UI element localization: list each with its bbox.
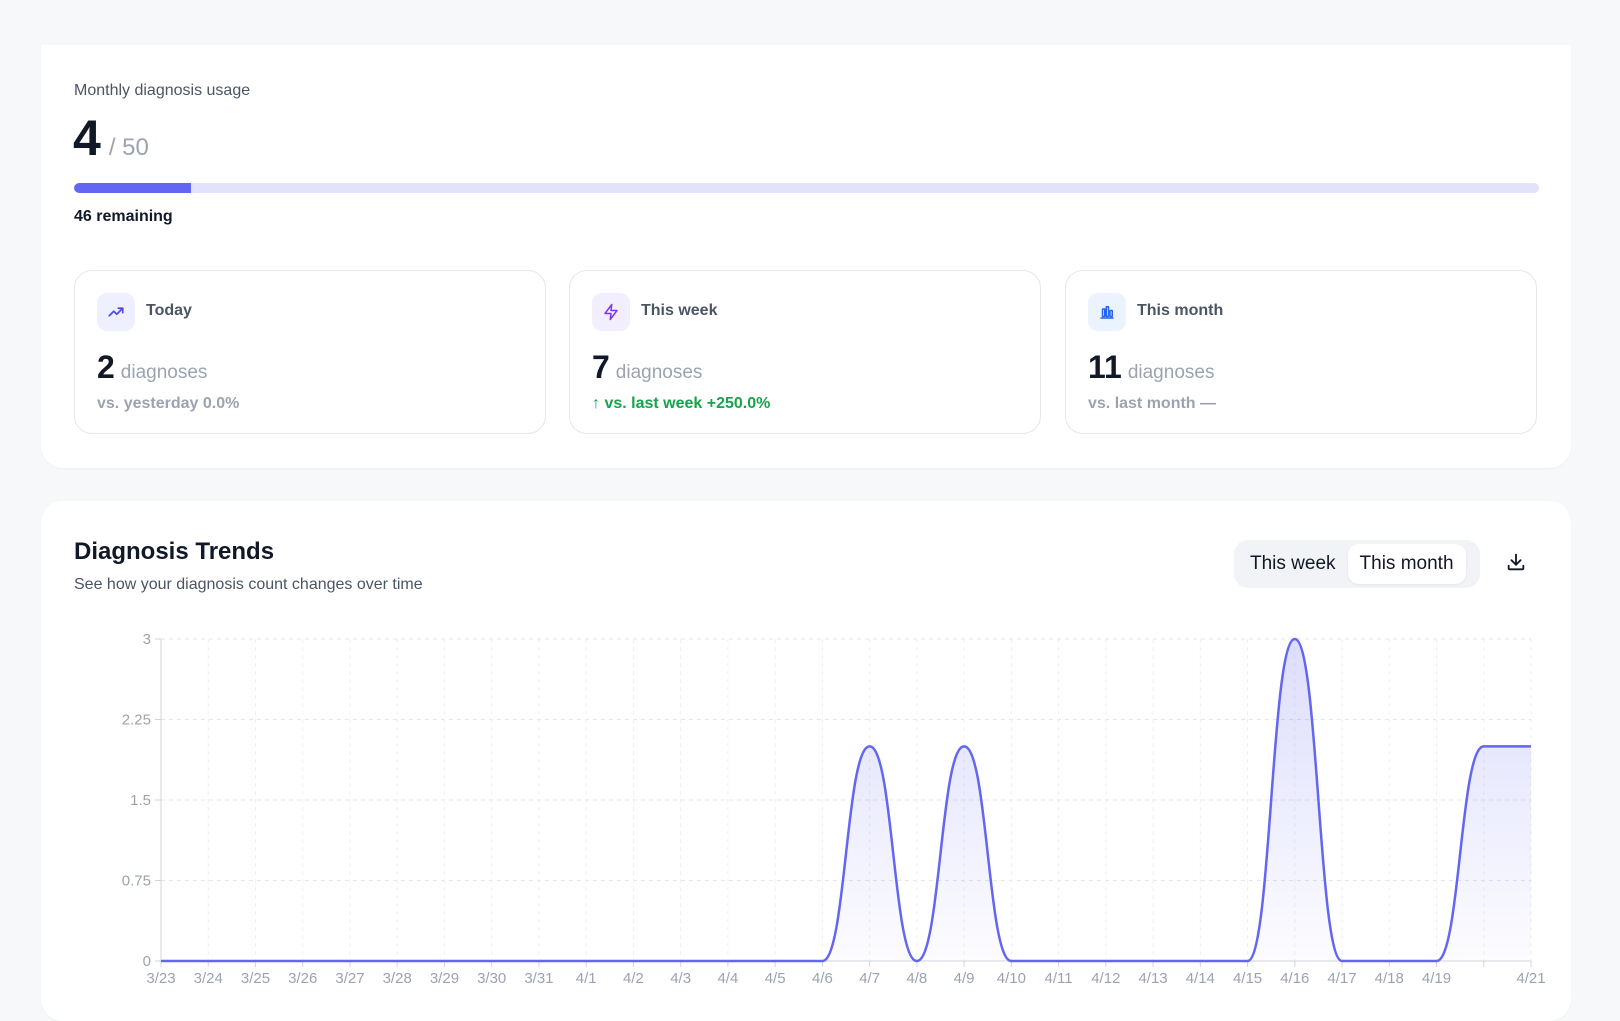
usage-progress-fill [74,183,192,193]
x-tick-label: 3/23 [146,970,175,987]
x-tick-label: 3/26 [288,970,317,987]
stat-unit: diagnoses [1127,362,1215,383]
x-tick-label: 4/9 [954,970,975,987]
x-tick-label: 4/13 [1138,970,1167,987]
usage-card: Monthly diagnosis usage 4 / 50 46 remain… [41,45,1571,468]
usage-used: 4 [73,110,101,166]
stat-number: 2 [97,349,115,385]
y-tick-label: 0.75 [122,873,151,890]
usage-progress-bar [74,183,1539,193]
x-tick-label: 4/3 [670,970,691,987]
download-icon [1505,551,1527,578]
x-tick-label: 4/18 [1375,970,1404,987]
usage-limit: / 50 [108,134,149,161]
x-tick-label: 4/21 [1516,970,1545,987]
stat-card-month: This month 11 diagnoses vs. last month — [1065,270,1537,434]
download-button[interactable] [1499,547,1533,581]
x-tick-label: 3/31 [524,970,553,987]
stat-title: This week [641,302,718,319]
x-tick-label: 4/10 [997,970,1026,987]
series-area [161,639,1531,961]
y-tick-label: 3 [143,631,151,648]
x-tick-label: 3/27 [335,970,364,987]
trends-card: Diagnosis Trends See how your diagnosis … [41,501,1571,1021]
x-tick-label: 3/28 [383,970,412,987]
x-tick-label: 3/30 [477,970,506,987]
trends-subtitle: See how your diagnosis count changes ove… [74,576,423,593]
usage-remaining: 46 remaining [74,208,173,225]
stat-compare: vs. last month — [1088,395,1217,412]
x-tick-label: 4/2 [623,970,644,987]
y-tick-label: 2.25 [122,712,151,729]
stat-number: 7 [592,349,610,385]
stat-compare: vs. yesterday 0.0% [97,395,240,412]
lightning-icon [592,293,630,331]
stat-card-today: Today 2 diagnoses vs. yesterday 0.0% [74,270,546,434]
trend-chart: 0 0.75 1.5 2.25 3 3/23 3/24 3/25 3/26 3/27 3/28 3/2… [122,631,1546,987]
stat-value: 2 diagnoses [97,349,207,386]
x-tick-label: 4/6 [812,970,833,987]
x-tick-label: 4/7 [859,970,880,987]
y-tick-label: 0 [143,953,151,970]
period-toggle: This week This month [1234,540,1480,588]
x-tick-label: 4/15 [1233,970,1262,987]
tab-this-week[interactable]: This week [1250,553,1336,574]
x-tick-label: 3/25 [241,970,270,987]
stat-unit: diagnoses [615,362,703,383]
trends-title: Diagnosis Trends [74,538,275,565]
x-tick-label: 4/12 [1091,970,1120,987]
x-tick-label: 4/19 [1422,970,1451,987]
stat-number: 11 [1088,349,1122,385]
usage-count: 4 / 50 [73,113,149,163]
usage-label: Monthly diagnosis usage [74,82,251,99]
stat-title: This month [1137,302,1224,319]
x-tick-label: 4/4 [717,970,738,987]
x-tick-label: 4/5 [765,970,786,987]
x-tick-label: 4/17 [1327,970,1356,987]
x-tick-label: 4/8 [906,970,927,987]
x-tick-label: 4/16 [1280,970,1309,987]
stat-compare: ↑ vs. last week +250.0% [592,395,771,412]
y-tick-label: 1.5 [130,792,151,809]
x-tick-label: 4/1 [576,970,597,987]
series-line [160,637,1531,963]
tab-this-month[interactable]: This month [1347,544,1466,584]
stat-value: 7 diagnoses [592,349,702,386]
x-tick-label: 3/24 [194,970,223,987]
stat-card-week: This week 7 diagnoses ↑ vs. last week +2… [569,270,1041,434]
x-tick-label: 3/29 [430,970,459,987]
bar-chart-icon [1088,293,1126,331]
trending-up-icon [97,293,135,331]
x-tick-label: 4/14 [1186,970,1215,987]
stat-value: 11 diagnoses [1088,349,1214,386]
stat-unit: diagnoses [120,362,208,383]
x-tick-label: 4/11 [1045,970,1073,987]
stat-title: Today [146,302,192,319]
